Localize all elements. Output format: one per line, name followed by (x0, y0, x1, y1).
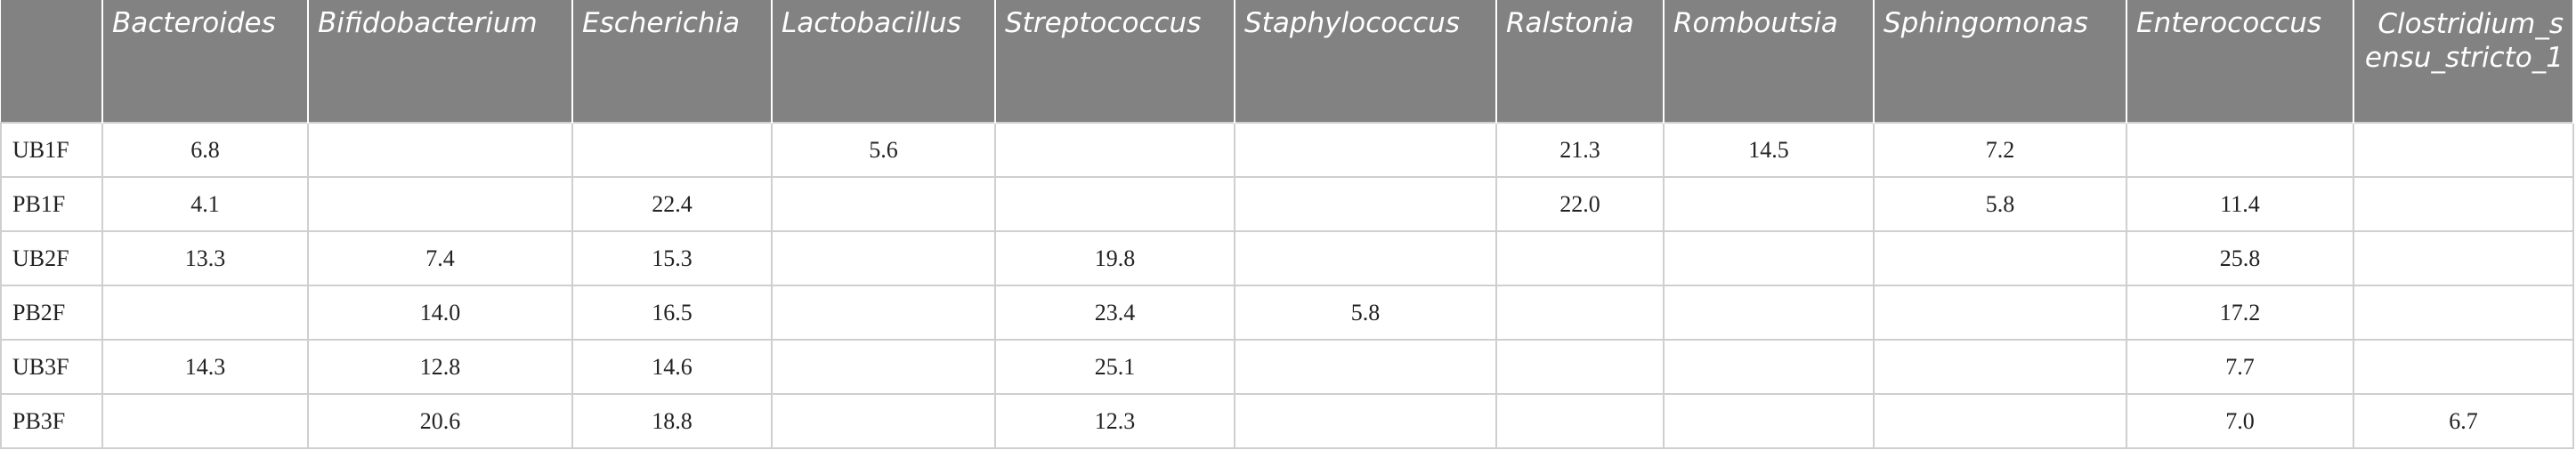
row-label: PB1F (0, 176, 103, 232)
column-header (1, 0, 103, 123)
cell (1234, 176, 1497, 232)
cell: 17.2 (2126, 285, 2354, 341)
cell (1234, 393, 1497, 449)
cell: 12.3 (994, 393, 1235, 449)
cell: 11.4 (2126, 176, 2354, 232)
cell: 15.3 (571, 230, 773, 286)
cell: 6.8 (101, 122, 309, 178)
cell: 7.4 (307, 230, 573, 286)
column-header: Bifidobacterium (308, 0, 573, 123)
cell: 18.8 (571, 393, 773, 449)
table-row: PB2F 14.0 16.5 23.4 5.8 17.2 (0, 285, 2574, 341)
cell: 14.3 (101, 339, 309, 395)
column-header: Lactobacillus (772, 0, 996, 123)
cell (307, 176, 573, 232)
cell (2353, 285, 2574, 341)
cell: 7.0 (2126, 393, 2354, 449)
cell (2353, 122, 2574, 178)
column-header: Sphingomonas (1874, 0, 2127, 123)
cell (994, 122, 1235, 178)
cell (771, 339, 996, 395)
cell: 7.7 (2126, 339, 2354, 395)
data-table: Bacteroides Bifidobacterium Escherichia Lac… (0, 0, 2574, 449)
cell: 14.5 (1663, 122, 1875, 178)
cell (1873, 339, 2127, 395)
cell (1495, 285, 1665, 341)
cell: 22.4 (571, 176, 773, 232)
cell: 21.3 (1495, 122, 1665, 178)
cell (994, 176, 1235, 232)
cell: 6.7 (2353, 393, 2574, 449)
column-header: Streptococcus (995, 0, 1235, 123)
table-row: PB1F 4.1 22.4 22.0 5.8 11.4 (0, 176, 2574, 232)
cell: 13.3 (101, 230, 309, 286)
cell (1495, 339, 1665, 395)
cell: 25.1 (994, 339, 1235, 395)
column-header: Bacteroides (102, 0, 309, 123)
cell (571, 122, 773, 178)
cell (1873, 285, 2127, 341)
column-header: Romboutsia (1664, 0, 1875, 123)
cell (101, 285, 309, 341)
cell (1234, 230, 1497, 286)
cell (1495, 393, 1665, 449)
cell (2353, 176, 2574, 232)
cell: 22.0 (1495, 176, 1665, 232)
cell: 14.0 (307, 285, 573, 341)
cell (1873, 230, 2127, 286)
cell (101, 393, 309, 449)
cell (1234, 122, 1497, 178)
table-row: UB2F 13.3 7.4 15.3 19.8 25.8 (0, 230, 2574, 286)
cell (1663, 285, 1875, 341)
cell: 16.5 (571, 285, 773, 341)
cell: 5.8 (1234, 285, 1497, 341)
table-body: UB1F 6.8 5.6 21.3 14.5 7.2 PB1F 4.1 22.4 22.0 5.8 1… (0, 122, 2574, 449)
column-header: Clostridium_sensu_stricto_1 (2353, 0, 2574, 123)
cell: 23.4 (994, 285, 1235, 341)
cell (1873, 393, 2127, 449)
cell: 7.2 (1873, 122, 2127, 178)
cell (1663, 393, 1875, 449)
cell: 12.8 (307, 339, 573, 395)
cell (1234, 339, 1497, 395)
cell (2126, 122, 2354, 178)
table-row: UB1F 6.8 5.6 21.3 14.5 7.2 (0, 122, 2574, 178)
cell (307, 122, 573, 178)
cell (1663, 339, 1875, 395)
row-label: UB2F (0, 230, 103, 286)
cell (1495, 230, 1665, 286)
column-header: Escherichia (572, 0, 773, 123)
cell (771, 393, 996, 449)
cell (2353, 339, 2574, 395)
cell (771, 176, 996, 232)
table-row: PB3F 20.6 18.8 12.3 7.0 6.7 (0, 393, 2574, 449)
cell (771, 230, 996, 286)
row-label: UB3F (0, 339, 103, 395)
cell (2353, 230, 2574, 286)
cell: 19.8 (994, 230, 1235, 286)
cell (771, 285, 996, 341)
cell: 4.1 (101, 176, 309, 232)
column-header: Staphylococcus (1235, 0, 1497, 123)
row-label: PB3F (0, 393, 103, 449)
cell: 5.8 (1873, 176, 2127, 232)
cell (1663, 230, 1875, 286)
header-row: Bacteroides Bifidobacterium Escherichia Lac… (1, 0, 2574, 123)
row-label: UB1F (0, 122, 103, 178)
column-header: Enterococcus (2126, 0, 2354, 123)
cell: 14.6 (571, 339, 773, 395)
cell (1663, 176, 1875, 232)
row-label: PB2F (0, 285, 103, 341)
cell: 5.6 (771, 122, 996, 178)
cell: 20.6 (307, 393, 573, 449)
column-header: Ralstonia (1496, 0, 1665, 123)
cell: 25.8 (2126, 230, 2354, 286)
table-row: UB3F 14.3 12.8 14.6 25.1 7.7 (0, 339, 2574, 395)
